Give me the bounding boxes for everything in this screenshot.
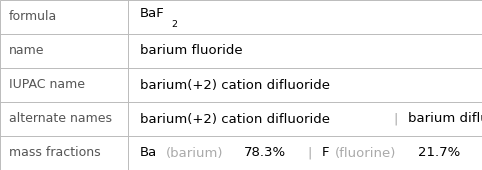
Text: (fluorine): (fluorine): [335, 147, 396, 159]
Text: alternate names: alternate names: [9, 113, 112, 125]
Text: Ba: Ba: [140, 147, 157, 159]
Text: barium(+2) cation difluoride: barium(+2) cation difluoride: [140, 79, 330, 91]
Text: formula: formula: [9, 11, 57, 23]
Text: barium(+2) cation difluoride: barium(+2) cation difluoride: [140, 113, 330, 125]
Text: 78.3%: 78.3%: [244, 147, 286, 159]
Text: BaF: BaF: [140, 7, 164, 20]
Text: name: name: [9, 45, 44, 57]
Text: barium difluoride: barium difluoride: [408, 113, 482, 125]
Text: 21.7%: 21.7%: [418, 147, 460, 159]
Text: 2: 2: [172, 20, 178, 29]
Text: |: |: [394, 113, 398, 125]
Text: F: F: [321, 147, 329, 159]
Text: (barium): (barium): [166, 147, 223, 159]
Text: IUPAC name: IUPAC name: [9, 79, 85, 91]
Text: mass fractions: mass fractions: [9, 147, 100, 159]
Text: |: |: [307, 147, 311, 159]
Text: barium fluoride: barium fluoride: [140, 45, 242, 57]
